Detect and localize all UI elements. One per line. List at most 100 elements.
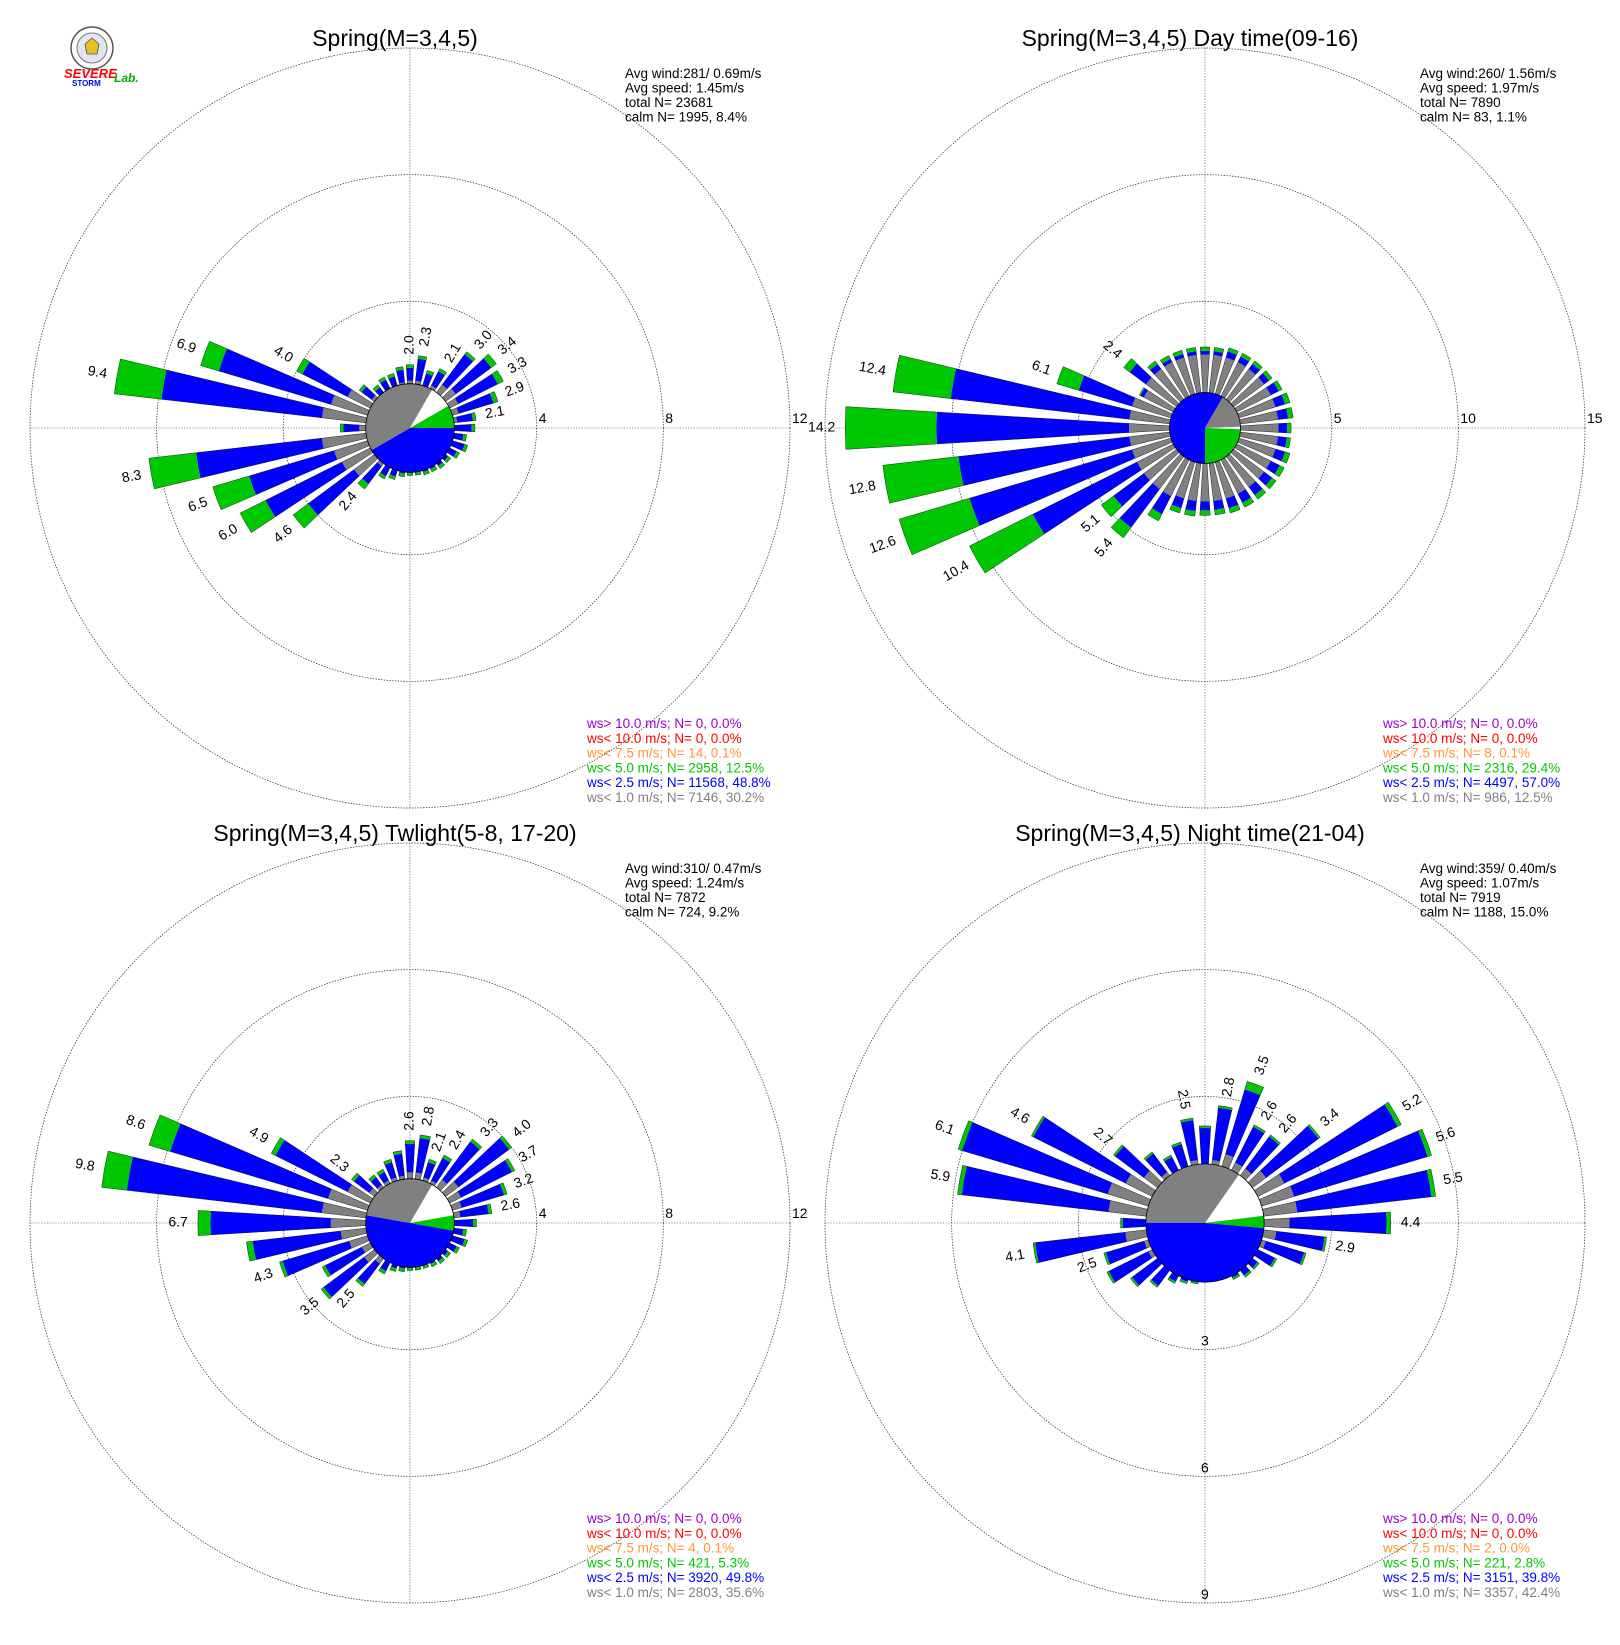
petal-value-label: 10.4 — [940, 557, 972, 585]
legend-entry: ws< 10.0 m/s; N= 0, 0.0% — [586, 1526, 742, 1541]
petal-segment-lt5 — [893, 355, 956, 398]
petal-value-label: 6.1 — [933, 1116, 957, 1138]
petal-value-label: 3.3 — [476, 1114, 501, 1139]
legend-entry: ws< 2.5 m/s; N= 4497, 57.0% — [1382, 775, 1560, 790]
stats-line: Avg speed: 1.24m/s — [625, 876, 744, 891]
petal-value-label: 4.4 — [1401, 1214, 1421, 1230]
legend-entry: ws< 5.0 m/s; N= 2958, 12.5% — [586, 760, 764, 775]
petal-value-label: 3.5 — [297, 1293, 322, 1318]
petal-value-label: 2.8 — [418, 1105, 437, 1127]
petal-value-label: 6.5 — [186, 493, 210, 515]
petal-value-label: 5.2 — [1399, 1090, 1424, 1114]
petal-segment-lt2_5 — [344, 424, 360, 432]
legend-entry: ws> 10.0 m/s; N= 0, 0.0% — [586, 1511, 742, 1526]
ring-tick-label: 4 — [539, 410, 547, 426]
petal-segment-lt2_5 — [936, 412, 1129, 444]
petal-segment-lt5 — [407, 473, 413, 476]
panel-title: Spring(M=3,4,5) Twlight(5-8, 17-20) — [213, 820, 576, 846]
windrose-panel-4: Spring(M=3,4,5) Night time(21-04)3692.83… — [825, 820, 1585, 1603]
stats-line: calm N= 83, 1.1% — [1420, 110, 1527, 125]
petal-value-label: 6.7 — [168, 1214, 188, 1230]
petal-value-label: 3.7 — [515, 1142, 540, 1166]
ring-tick-label: 4 — [539, 1205, 547, 1221]
legend-entry: ws< 2.5 m/s; N= 3151, 39.8% — [1382, 1570, 1560, 1585]
petal-value-label: 12.8 — [847, 477, 877, 498]
petal-value-label: 4.6 — [270, 521, 295, 546]
petal-segment-lt5 — [406, 365, 414, 368]
petal-segment-lt5 — [407, 1268, 413, 1271]
legend-entry: ws< 2.5 m/s; N= 11568, 48.8% — [586, 775, 771, 790]
petal-value-label: 12.6 — [867, 532, 898, 556]
stats-line: calm N= 724, 9.2% — [625, 905, 739, 920]
legend-entry: ws< 10.0 m/s; N= 0, 0.0% — [1382, 731, 1538, 746]
petal-value-label: 5.4 — [1091, 534, 1116, 559]
petal-value-label: 9.8 — [74, 1155, 96, 1174]
petal-segment-lt5 — [114, 359, 166, 399]
legend-entry: ws< 5.0 m/s; N= 2316, 29.4% — [1382, 760, 1560, 775]
petal-value-label: 2.4 — [445, 1127, 469, 1152]
petal-segment-lt2_5 — [1123, 1218, 1146, 1228]
petal-value-label: 2.8 — [1218, 1076, 1237, 1098]
legend-entry: ws< 5.0 m/s; N= 421, 5.3% — [586, 1555, 749, 1570]
petal-segment-lt2_5 — [454, 424, 471, 431]
petal-value-label: 3.0 — [470, 327, 495, 352]
petal-value-label: 5.9 — [929, 1165, 951, 1184]
petal-segment-lt2_5 — [406, 368, 413, 381]
ring-tick-label: 10 — [1460, 410, 1476, 426]
petal-value-label: 3.5 — [1250, 1053, 1272, 1077]
legend-entry: ws> 10.0 m/s; N= 0, 0.0% — [1382, 1511, 1538, 1526]
petal-value-label: 2.5 — [1075, 1254, 1099, 1276]
petal-value-label: 2.6 — [1275, 1110, 1300, 1135]
petal-value-label: 6.9 — [175, 334, 199, 356]
petal-segment-lt5 — [1200, 510, 1210, 515]
petal-segment-lt2_5 — [415, 359, 426, 382]
petal-value-label: 2.9 — [503, 378, 527, 400]
stats-line: calm N= 1995, 8.4% — [625, 110, 747, 125]
petal-segment-lt5 — [1121, 1218, 1123, 1228]
ring-tick-label: 3 — [1201, 1333, 1209, 1349]
stats-line: Avg speed: 1.45m/s — [625, 81, 744, 96]
petal-segment-lt5 — [149, 453, 201, 489]
stats-line: Avg wind:260/ 1.56m/s — [1420, 66, 1557, 81]
ring-tick-label: 15 — [1587, 410, 1603, 426]
petal-value-label: 2.6 — [499, 1194, 521, 1213]
legend-entry: ws< 5.0 m/s; N= 221, 2.8% — [1382, 1555, 1545, 1570]
petal-segment-lt1 — [407, 1172, 413, 1178]
petal-value-label: 4.1 — [1004, 1246, 1026, 1265]
ring-tick-label: 8 — [665, 410, 673, 426]
petal-segment-lt2_5 — [1276, 409, 1288, 420]
stats-line: Avg wind:359/ 0.40m/s — [1420, 861, 1557, 876]
petal-value-label: 2.1 — [484, 402, 506, 421]
ring-tick-label: 9 — [1201, 1586, 1209, 1602]
ring-tick-label: 8 — [665, 1205, 673, 1221]
legend-entry: ws> 10.0 m/s; N= 0, 0.0% — [586, 716, 742, 731]
petal-segment-lt1 — [1125, 1230, 1147, 1242]
petal-value-label: 4.0 — [271, 342, 296, 366]
petal-value-label: 8.6 — [124, 1111, 148, 1133]
petal-segment-lt2_5 — [1200, 501, 1210, 510]
legend-entry: ws< 1.0 m/s; N= 2803, 35.6% — [586, 1585, 764, 1600]
logo-text-lab: Lab. — [114, 71, 139, 85]
petal-value-label: 2.6 — [401, 1111, 417, 1131]
petal-segment-lt1 — [407, 380, 413, 383]
severe-storm-lab-logo: SEVERE STORM Lab. — [64, 27, 139, 88]
petal-segment-lt5 — [340, 424, 343, 432]
legend-entry: ws< 7.5 m/s; N= 8, 0.1% — [1382, 746, 1530, 761]
petal-segment-lt5 — [1287, 423, 1291, 433]
stats-line: Avg speed: 1.07m/s — [1420, 876, 1539, 891]
legend-entry: ws> 10.0 m/s; N= 0, 0.0% — [1382, 716, 1538, 731]
petal-value-label: 2.5 — [1175, 1088, 1194, 1110]
petal-segment-lt5 — [213, 476, 256, 510]
stats-line: total N= 7890 — [1420, 95, 1501, 110]
petal-value-label: 6.0 — [215, 520, 240, 544]
ring-tick-label: 5 — [1334, 410, 1342, 426]
petal-segment-lt5 — [473, 1219, 476, 1227]
ring-tick-label: 12 — [792, 410, 808, 426]
legend-entry: ws< 1.0 m/s; N= 986, 12.5% — [1382, 790, 1553, 805]
petal-segment-lt5 — [198, 1210, 211, 1235]
petal-value-label: 14.2 — [808, 419, 835, 435]
legend-entry: ws< 1.0 m/s; N= 3357, 42.4% — [1382, 1585, 1560, 1600]
petal-segment-lt2_5 — [1289, 1212, 1386, 1234]
petal-segment-lt5 — [883, 457, 964, 504]
